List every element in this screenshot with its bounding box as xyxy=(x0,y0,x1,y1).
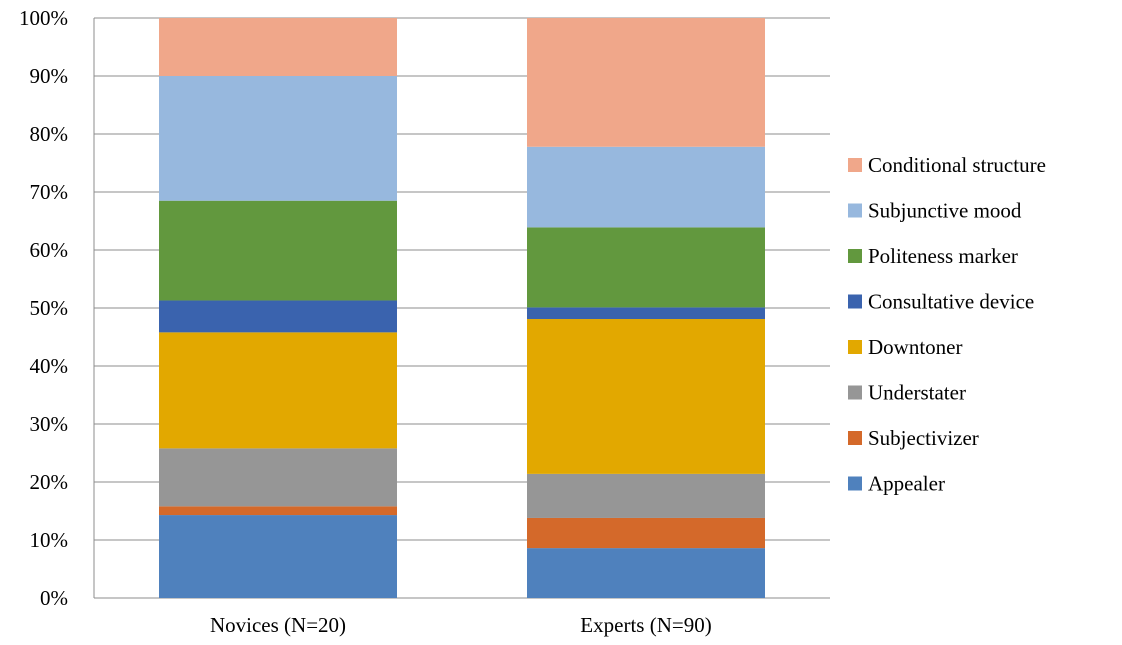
bar-segment xyxy=(159,76,397,201)
y-tick-label: 80% xyxy=(30,122,69,146)
y-tick-label: 100% xyxy=(19,6,68,30)
y-tick-label: 60% xyxy=(30,238,69,262)
bar-segment xyxy=(159,332,397,449)
legend-label: Understater xyxy=(868,381,966,405)
legend-swatch xyxy=(848,476,862,491)
x-category-label: Experts (N=90) xyxy=(580,613,711,637)
bar-segment xyxy=(527,227,765,308)
y-tick-label: 50% xyxy=(30,296,69,320)
legend-swatch xyxy=(848,249,862,263)
legend-swatch xyxy=(848,294,862,309)
bar-segment xyxy=(159,515,397,598)
legend-swatch xyxy=(848,385,862,400)
legend-label: Appealer xyxy=(868,472,945,496)
bar-segment xyxy=(527,319,765,474)
bar-segment xyxy=(159,200,397,301)
bar-segment xyxy=(527,18,765,147)
y-tick-label: 20% xyxy=(30,470,69,494)
bar-segment xyxy=(527,146,765,228)
legend-label: Politeness marker xyxy=(868,244,1018,268)
y-tick-labels: 0% 10% 20% 30% 40% 50% 60% 70% 80% 90% 100% xyxy=(19,6,68,610)
y-tick-label: 30% xyxy=(30,412,69,436)
bar-segment xyxy=(159,18,397,76)
legend-label: Conditional structure xyxy=(868,153,1046,177)
legend-label: Subjunctive mood xyxy=(868,199,1022,223)
y-tick-label: 90% xyxy=(30,64,69,88)
bar-segment xyxy=(159,506,397,516)
legend-swatch xyxy=(848,431,862,445)
legend-label: Downtoner xyxy=(868,335,962,359)
legend-swatch xyxy=(848,340,862,354)
legend-label: Consultative device xyxy=(868,290,1034,314)
y-tick-label: 70% xyxy=(30,180,69,204)
bar-segment xyxy=(527,548,765,598)
bars xyxy=(159,18,765,598)
bar-segment xyxy=(159,448,397,507)
bar-segment xyxy=(159,300,397,333)
bar-segment xyxy=(527,307,765,320)
y-tick-label: 0% xyxy=(40,586,68,610)
legend-swatch xyxy=(848,158,862,172)
legend-swatch xyxy=(848,203,862,218)
bar-segment xyxy=(527,517,765,549)
x-category-labels: Novices (N=20) Experts (N=90) xyxy=(210,613,712,637)
bar-segment xyxy=(527,473,765,518)
x-category-label: Novices (N=20) xyxy=(210,613,346,637)
y-tick-label: 40% xyxy=(30,354,69,378)
legend-label: Subjectivizer xyxy=(868,426,979,450)
legend: Conditional structure Subjunctive mood Pol… xyxy=(848,153,1046,496)
y-tick-label: 10% xyxy=(30,528,69,552)
